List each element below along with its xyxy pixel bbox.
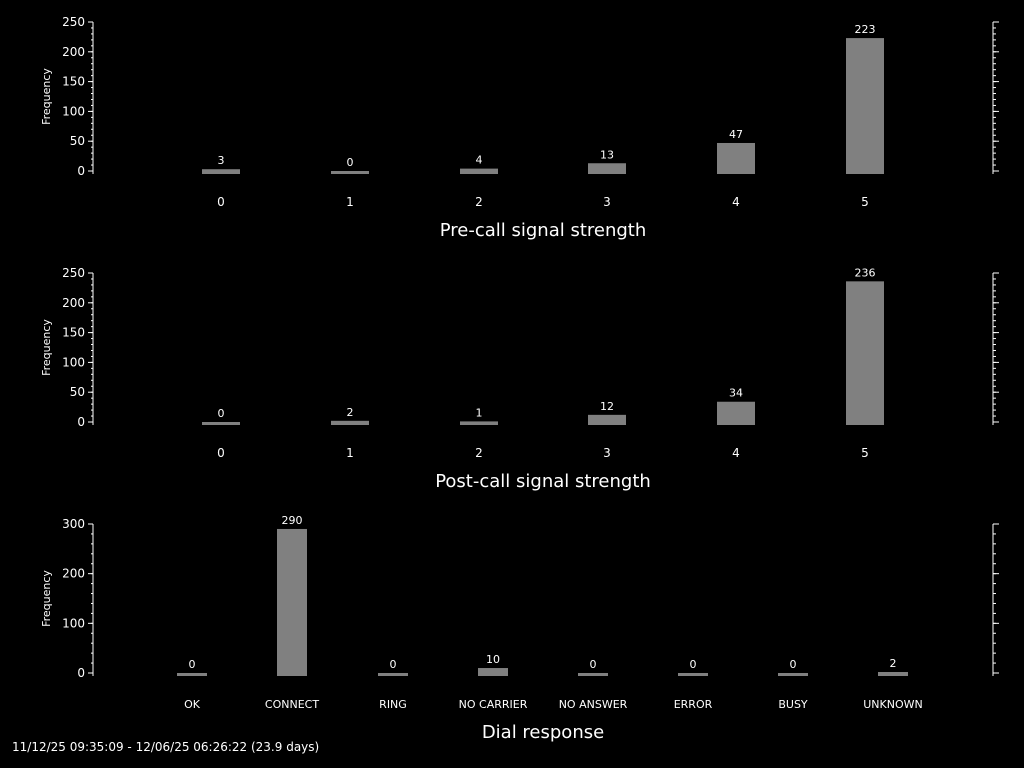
bar-value-label: 0 bbox=[189, 658, 196, 671]
bar-value-label: 47 bbox=[729, 128, 743, 141]
x-tick-label: CONNECT bbox=[265, 698, 319, 711]
bar-2 bbox=[460, 168, 498, 174]
histogram-panel-3: 0100200300Frequency0OK290CONNECT0RING10N… bbox=[40, 514, 999, 743]
y-axis-title: Frequency bbox=[40, 68, 53, 125]
bar-ring bbox=[378, 673, 408, 676]
x-tick-label: RING bbox=[379, 698, 407, 711]
y-tick-label: 50 bbox=[70, 385, 85, 399]
x-tick-label: BUSY bbox=[778, 698, 808, 711]
x-tick-label: 3 bbox=[603, 446, 611, 460]
bar-value-label: 4 bbox=[476, 154, 483, 167]
y-tick-label: 100 bbox=[62, 616, 85, 630]
bar-0 bbox=[202, 422, 240, 425]
x-tick-label: 2 bbox=[475, 195, 483, 209]
x-axis-title: Post-call signal strength bbox=[435, 471, 651, 492]
x-tick-label: 5 bbox=[861, 446, 869, 460]
bar-value-label: 10 bbox=[486, 653, 500, 666]
bar-value-label: 290 bbox=[282, 514, 303, 527]
x-tick-label: 4 bbox=[732, 446, 740, 460]
bar-value-label: 0 bbox=[390, 658, 397, 671]
y-tick-label: 150 bbox=[62, 75, 85, 89]
histogram-panel-2: 050100150200250Frequency0021121233442365… bbox=[40, 266, 999, 492]
y-tick-label: 250 bbox=[62, 15, 85, 29]
y-tick-label: 150 bbox=[62, 326, 85, 340]
y-axis-title: Frequency bbox=[40, 570, 53, 627]
bar-value-label: 223 bbox=[855, 23, 876, 36]
y-tick-label: 200 bbox=[62, 567, 85, 581]
y-tick-label: 0 bbox=[77, 164, 85, 178]
bar-value-label: 0 bbox=[690, 658, 697, 671]
bar-busy bbox=[778, 673, 808, 676]
x-tick-label: 3 bbox=[603, 195, 611, 209]
y-tick-label: 250 bbox=[62, 266, 85, 280]
bar-1 bbox=[331, 171, 369, 174]
x-tick-label: 0 bbox=[217, 195, 225, 209]
y-tick-label: 100 bbox=[62, 355, 85, 369]
bar-error bbox=[678, 673, 708, 676]
x-axis-title: Dial response bbox=[482, 722, 604, 743]
date-range-footer: 11/12/25 09:35:09 - 12/06/25 06:26:22 (2… bbox=[12, 740, 320, 754]
bar-value-label: 0 bbox=[347, 156, 354, 169]
bar-value-label: 0 bbox=[218, 407, 225, 420]
bar-4 bbox=[717, 401, 755, 425]
bar-value-label: 34 bbox=[729, 387, 743, 400]
y-tick-label: 0 bbox=[77, 415, 85, 429]
bar-value-label: 3 bbox=[218, 154, 225, 167]
bar-value-label: 2 bbox=[347, 406, 354, 419]
bar-value-label: 13 bbox=[600, 148, 614, 161]
x-tick-label: 1 bbox=[346, 195, 354, 209]
x-tick-label: UNKNOWN bbox=[863, 698, 923, 711]
bar-1 bbox=[331, 420, 369, 425]
x-tick-label: 1 bbox=[346, 446, 354, 460]
bar-connect bbox=[277, 528, 307, 676]
bar-value-label: 12 bbox=[600, 400, 614, 413]
y-tick-label: 100 bbox=[62, 104, 85, 118]
bar-3 bbox=[588, 414, 626, 425]
bar-value-label: 0 bbox=[590, 658, 597, 671]
bar-value-label: 1 bbox=[476, 406, 483, 419]
bar-ok bbox=[177, 673, 207, 676]
histogram-panel-1: 0 50 100 150 200 250 Frequency 3 0 0 1 4 2 13 3 47 4 223 5… bbox=[40, 15, 999, 241]
x-tick-label: 5 bbox=[861, 195, 869, 209]
bar-0 bbox=[202, 169, 240, 174]
y-tick-label: 300 bbox=[62, 517, 85, 531]
x-tick-label: 0 bbox=[217, 446, 225, 460]
bar-value-label: 2 bbox=[890, 657, 897, 670]
y-tick-label: 0 bbox=[77, 666, 85, 680]
y-axis-title: Frequency bbox=[40, 319, 53, 376]
y-tick-label: 200 bbox=[62, 296, 85, 310]
bar-no-carrier bbox=[478, 668, 508, 676]
x-tick-label: 4 bbox=[732, 195, 740, 209]
bar-value-label: 236 bbox=[855, 266, 876, 279]
bar-5 bbox=[846, 38, 884, 175]
x-tick-label: ERROR bbox=[674, 698, 713, 711]
x-axis-title: Pre-call signal strength bbox=[440, 220, 647, 241]
bar-4 bbox=[717, 142, 755, 174]
y-tick-label: 50 bbox=[70, 134, 85, 148]
x-tick-label: 2 bbox=[475, 446, 483, 460]
bar-3 bbox=[588, 163, 626, 174]
bar-5 bbox=[846, 281, 884, 425]
bar-value-label: 0 bbox=[790, 658, 797, 671]
x-tick-label: NO ANSWER bbox=[559, 698, 628, 711]
x-tick-label: OK bbox=[184, 698, 201, 711]
bar-no-answer bbox=[578, 673, 608, 676]
x-tick-label: NO CARRIER bbox=[459, 698, 528, 711]
y-tick-label: 200 bbox=[62, 45, 85, 59]
bar-2 bbox=[460, 421, 498, 425]
bar-unknown bbox=[878, 672, 908, 676]
